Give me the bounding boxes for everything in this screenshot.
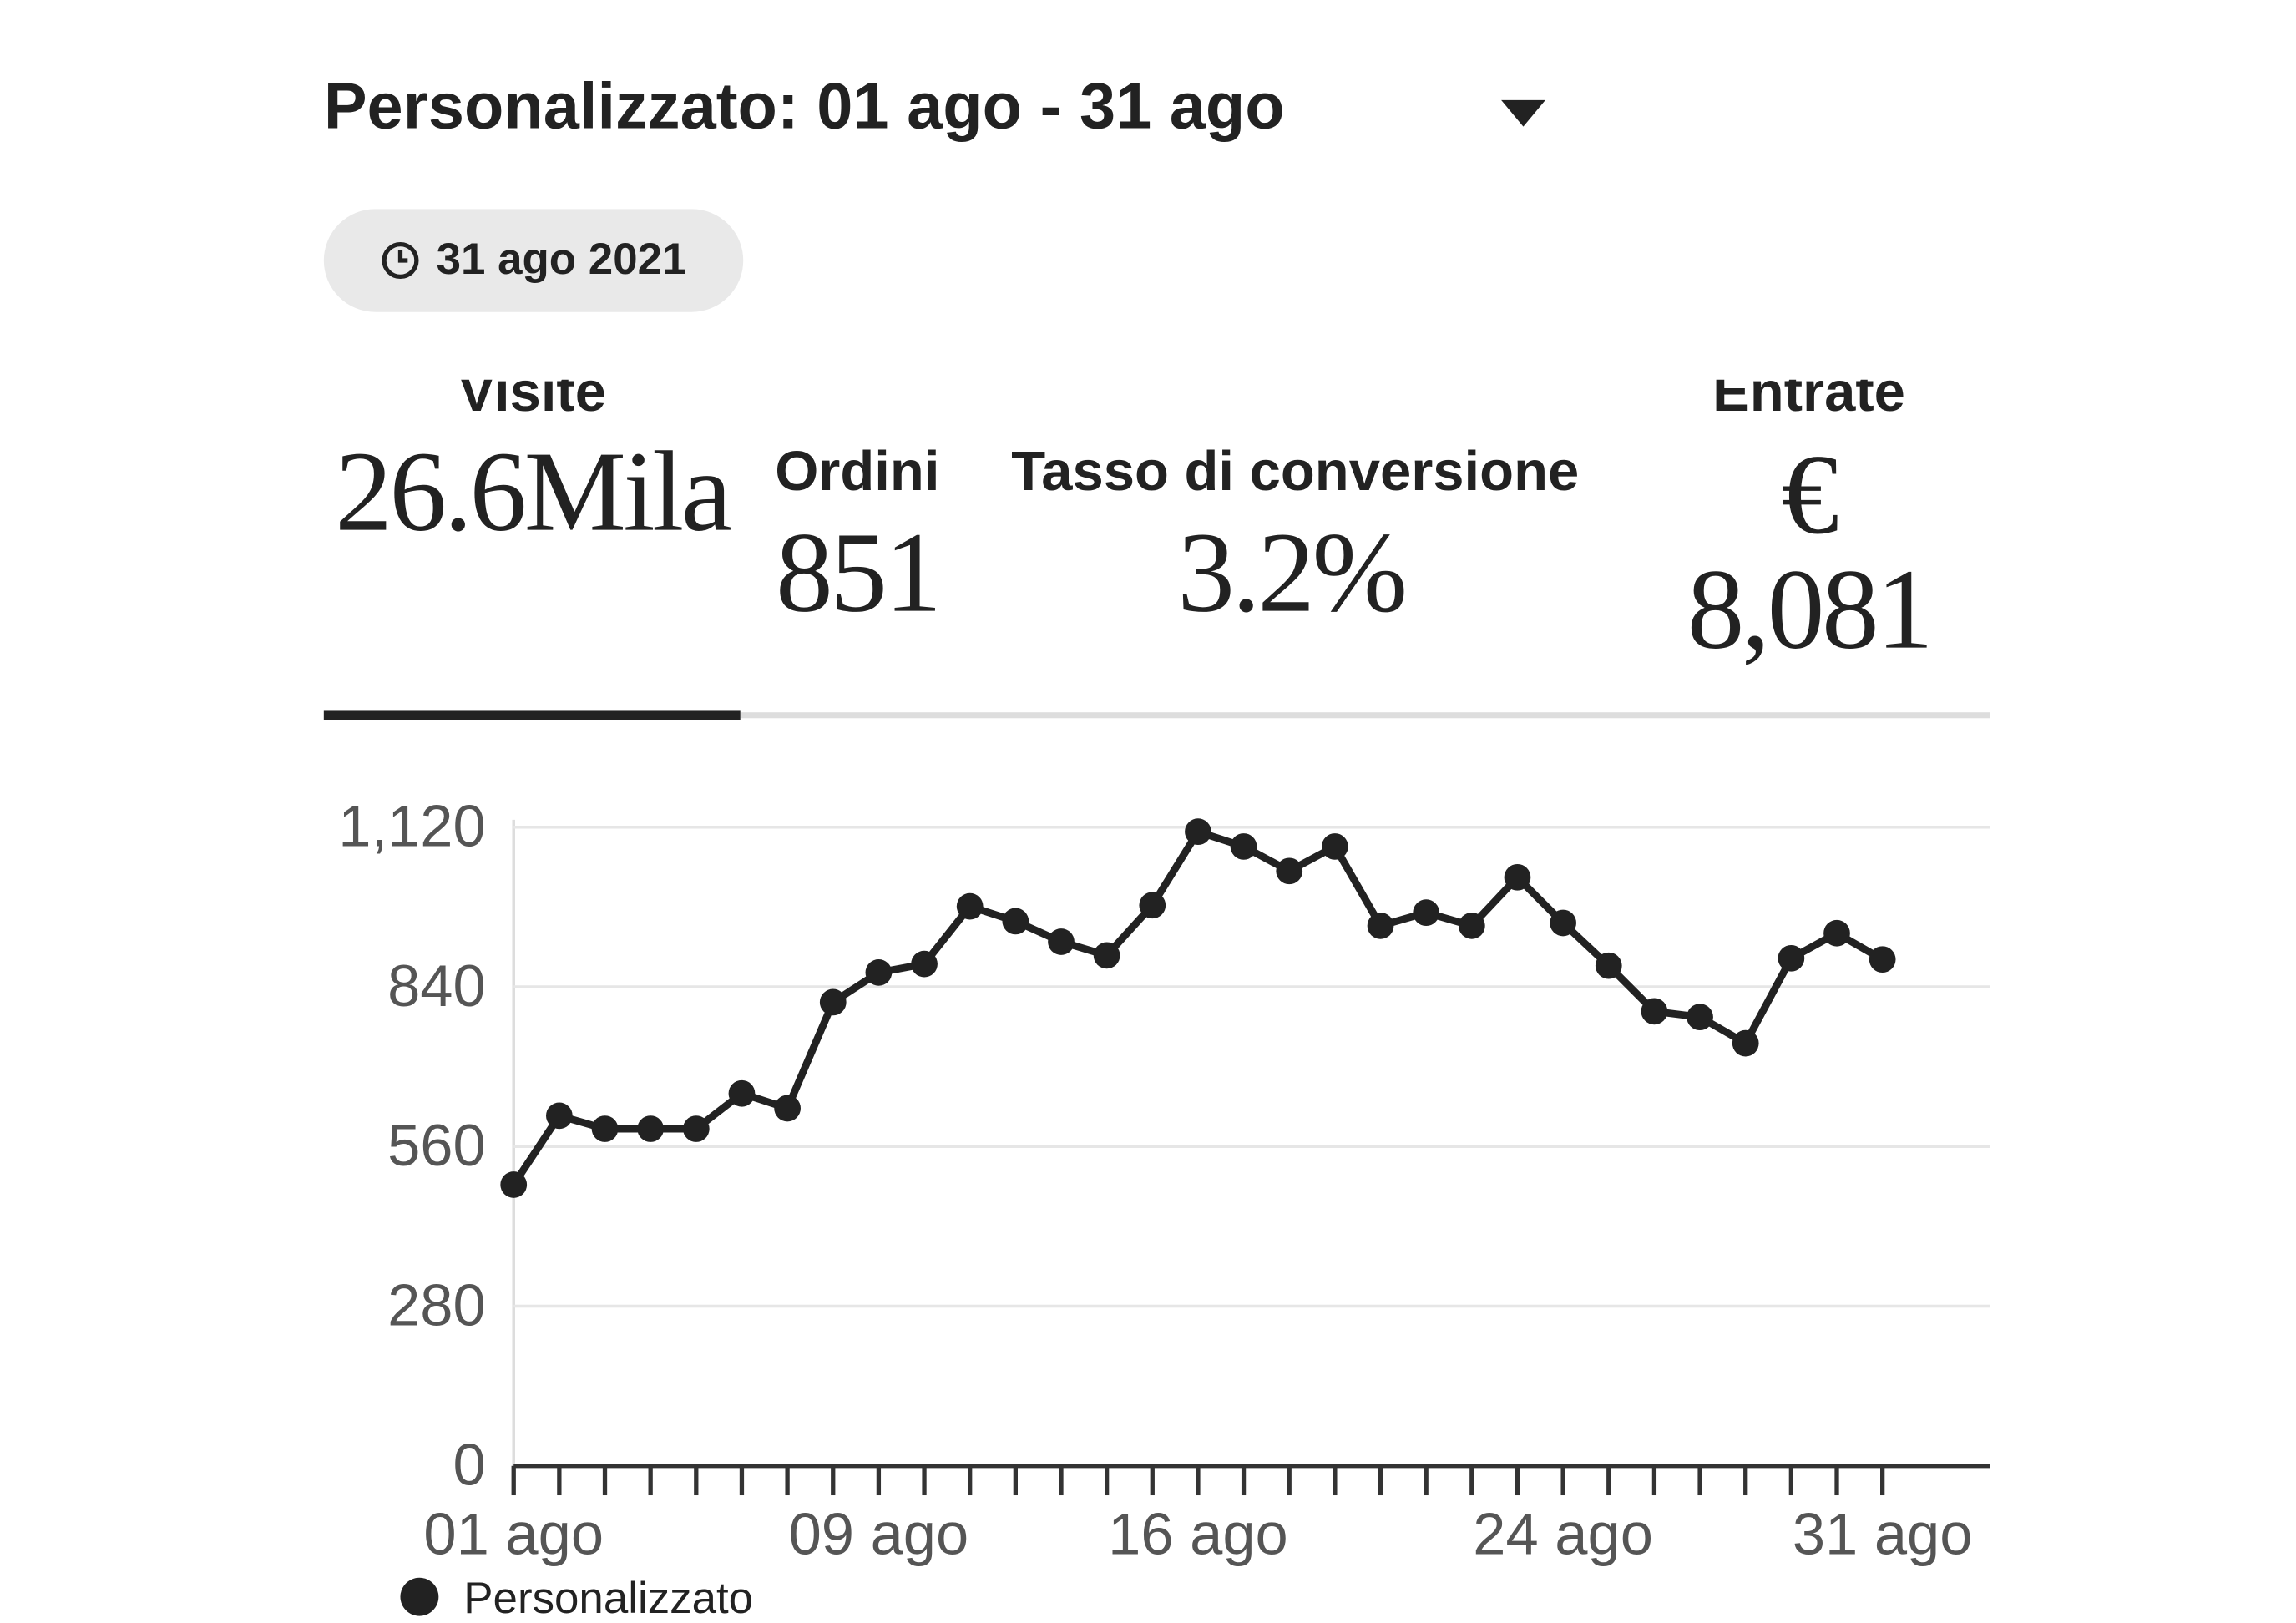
x-tick-label: 31 ago bbox=[1793, 1501, 1973, 1567]
date-text: 31 ago 2021 bbox=[436, 235, 687, 285]
data-point bbox=[1687, 1004, 1713, 1031]
data-point bbox=[1869, 946, 1896, 973]
data-point bbox=[1595, 952, 1622, 979]
data-point bbox=[1641, 998, 1668, 1025]
data-point bbox=[1732, 1029, 1759, 1057]
data-point bbox=[682, 1115, 710, 1142]
tab-divider bbox=[740, 712, 1990, 719]
data-point bbox=[956, 892, 984, 920]
legend-label: Personalizzato bbox=[463, 1574, 753, 1623]
data-point bbox=[1048, 928, 1075, 955]
data-point bbox=[1185, 818, 1211, 846]
metric-value: € 8,081 bbox=[1687, 429, 1934, 673]
data-point bbox=[1504, 863, 1531, 891]
metric-tab[interactable]: Visite 26.6Mila bbox=[324, 380, 741, 549]
series-line bbox=[510, 827, 1884, 1187]
date-pill[interactable]: 31 ago 2021 bbox=[323, 209, 744, 312]
data-point bbox=[1367, 913, 1394, 939]
metric-tabs: Visite 26.6Mila Ordini 851 Tasso di conv… bbox=[324, 380, 1990, 715]
x-tick-label: 01 ago bbox=[423, 1501, 604, 1567]
data-point bbox=[546, 1102, 573, 1130]
data-point bbox=[1823, 919, 1850, 947]
data-point bbox=[1778, 944, 1805, 972]
metric-value: 26.6Mila bbox=[335, 427, 732, 555]
metric-value: 851 bbox=[776, 508, 942, 636]
data-point bbox=[1139, 892, 1166, 919]
data-point bbox=[774, 1095, 801, 1122]
data-point bbox=[1458, 913, 1485, 939]
data-point bbox=[728, 1079, 756, 1107]
x-tick-label: 24 ago bbox=[1473, 1501, 1653, 1567]
data-point bbox=[865, 959, 893, 986]
y-tick-label: 280 bbox=[387, 1272, 486, 1337]
legend-marker bbox=[400, 1577, 439, 1616]
y-tick-label: 560 bbox=[387, 1112, 486, 1178]
data-point bbox=[819, 988, 847, 1016]
dropdown-caret[interactable] bbox=[1501, 99, 1545, 127]
metric-label: Entrate bbox=[1712, 379, 1905, 424]
metric-label: Visite bbox=[458, 379, 607, 424]
y-tick-label: 0 bbox=[453, 1432, 486, 1498]
data-point bbox=[1276, 857, 1303, 885]
selected-tab-indicator bbox=[323, 710, 741, 720]
data-point bbox=[1413, 899, 1440, 927]
data-point bbox=[1002, 908, 1029, 935]
x-tick-label: 09 ago bbox=[789, 1501, 969, 1567]
data-point bbox=[911, 950, 938, 978]
data-point bbox=[1550, 909, 1576, 937]
data-point bbox=[637, 1115, 665, 1142]
data-point bbox=[500, 1171, 528, 1198]
metric-value: 3.2% bbox=[1177, 508, 1408, 636]
metric-label: Ordini bbox=[775, 441, 940, 503]
y-tick-label: 1,120 bbox=[338, 793, 485, 859]
metric-tab[interactable]: Entrate € 8,081 bbox=[1648, 380, 1969, 667]
metric-tab[interactable]: Ordini 851 bbox=[758, 442, 957, 635]
metric-tab[interactable]: Tasso di conversione 3.2% bbox=[971, 442, 1619, 635]
data-point bbox=[1093, 942, 1120, 969]
metric-label: Tasso di conversione bbox=[1011, 441, 1580, 503]
date-range-title[interactable]: Personalizzato: 01 ago - 31 ago bbox=[323, 70, 1285, 143]
clock-icon bbox=[382, 241, 420, 280]
data-point bbox=[591, 1115, 619, 1142]
data-point bbox=[1230, 833, 1257, 860]
data-point bbox=[1322, 833, 1348, 860]
x-tick-label: 16 ago bbox=[1108, 1501, 1288, 1567]
y-tick-label: 840 bbox=[387, 953, 486, 1019]
